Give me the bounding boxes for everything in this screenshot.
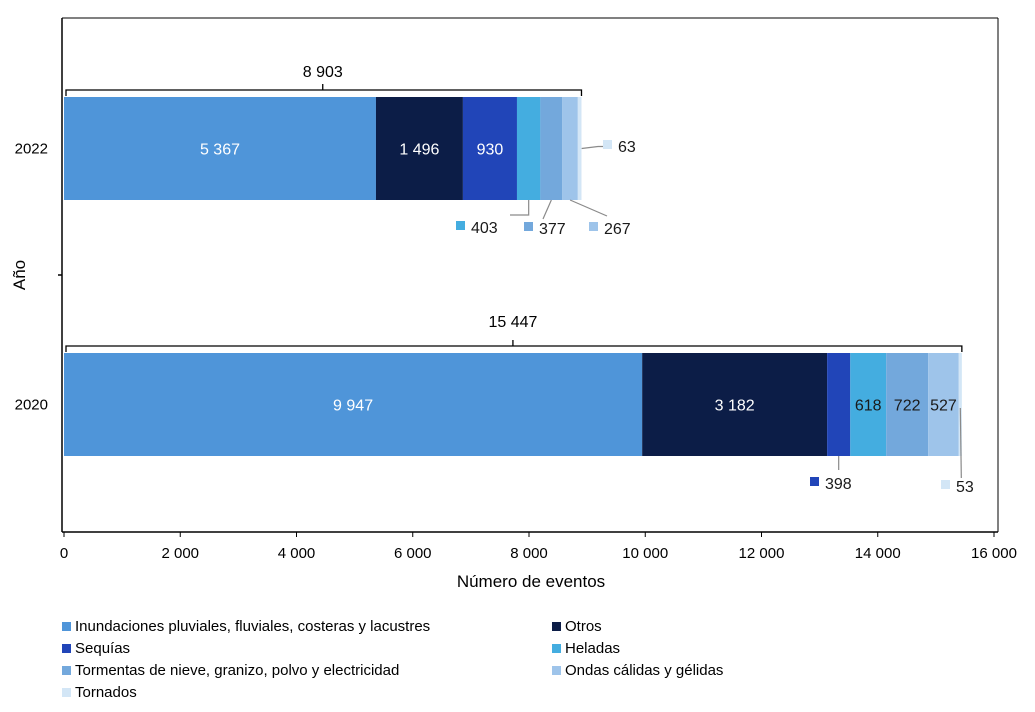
- data-label: 9 947: [333, 398, 373, 415]
- leader-line: [959, 407, 962, 479]
- total-label: 8 903: [303, 64, 343, 81]
- legend-item: Tormentas de nieve, granizo, polvo y ele…: [62, 662, 399, 679]
- bar-segment: [577, 97, 582, 200]
- legend-swatch: [62, 666, 71, 675]
- x-tick-label: 12 000: [739, 545, 785, 562]
- bar-segment: [642, 353, 828, 456]
- legend-label: Sequías: [75, 640, 131, 657]
- x-tick-label: 8 000: [510, 545, 548, 562]
- legend-item: Ondas cálidas y gélidas: [552, 662, 723, 679]
- x-axis-title: Número de eventos: [457, 572, 605, 591]
- data-label: 398: [825, 476, 852, 493]
- x-tick-label: 16 000: [971, 545, 1017, 562]
- legend: Inundaciones pluviales, fluviales, coste…: [62, 618, 1022, 708]
- legend-item: Heladas: [552, 640, 620, 657]
- labels-layer: 5 367 1 496 930 403 377 267 63 8 903 9 947 3 182 3…: [65, 64, 974, 496]
- x-tick-label: 2 000: [161, 545, 199, 562]
- leader-line: [581, 145, 606, 150]
- leader-line: [510, 200, 530, 216]
- data-label: 5 367: [200, 142, 240, 159]
- data-label: 403: [471, 220, 498, 237]
- legend-label: Tornados: [75, 684, 137, 701]
- legend-swatch: [552, 622, 561, 631]
- legend-label: Otros: [565, 618, 602, 635]
- legend-key-marker: [589, 222, 598, 231]
- bar-segment: [928, 353, 959, 456]
- legend-item: Inundaciones pluviales, fluviales, coste…: [62, 618, 430, 635]
- legend-key-marker: [941, 480, 950, 489]
- bar-segment: [827, 353, 851, 456]
- y-axis-title: Año: [10, 260, 29, 290]
- legend-key-marker: [603, 140, 612, 149]
- legend-item: Sequías: [62, 640, 130, 657]
- x-tick-label: 0: [60, 545, 68, 562]
- legend-key-marker: [810, 477, 819, 486]
- bars-layer: [64, 97, 962, 456]
- legend-key-marker: [456, 221, 465, 230]
- bar-segment: [562, 97, 578, 200]
- bar-segment: [850, 353, 887, 456]
- leader-line: [542, 199, 552, 220]
- data-label: 527: [930, 398, 957, 415]
- data-label: 930: [477, 142, 504, 159]
- y-tick-label: 2020: [15, 397, 48, 414]
- x-tick-label: 6 000: [394, 545, 432, 562]
- leader-line: [569, 199, 608, 217]
- data-label: 377: [539, 221, 566, 238]
- total-label: 15 447: [488, 314, 537, 331]
- legend-swatch: [62, 644, 71, 653]
- bar-segment: [540, 97, 563, 200]
- legend-label: Inundaciones pluviales, fluviales, coste…: [75, 618, 431, 635]
- bar-segment: [64, 97, 376, 200]
- legend-swatch: [62, 688, 71, 697]
- bar-segment: [958, 353, 962, 456]
- data-label: 53: [956, 479, 974, 496]
- axes-layer: Número de eventos Año 0 2 000 4 000 6 000 8 …: [10, 17, 1017, 591]
- bar-segment: [516, 97, 541, 200]
- legend-swatch: [62, 622, 71, 631]
- x-tick-label: 4 000: [278, 545, 316, 562]
- data-label: 1 496: [399, 142, 439, 159]
- legend-label: Tormentas de nieve, granizo, polvo y ele…: [75, 662, 400, 679]
- legend-label: Heladas: [565, 640, 621, 657]
- bar-segment: [64, 353, 643, 456]
- legend-item: Tornados: [62, 684, 137, 701]
- bar-segment: [462, 97, 517, 200]
- x-tick-label: 10 000: [622, 545, 668, 562]
- total-bracket: [65, 340, 963, 352]
- bar-segment: [375, 97, 463, 200]
- legend-key-marker: [524, 222, 533, 231]
- legend-item: Otros: [552, 618, 602, 635]
- data-label: 267: [604, 221, 631, 238]
- legend-swatch: [552, 644, 561, 653]
- data-label: 3 182: [715, 398, 755, 415]
- total-bracket: [65, 84, 583, 96]
- x-tick-label: 14 000: [855, 545, 901, 562]
- y-tick-label: 2022: [15, 141, 48, 158]
- bar-segment: [886, 353, 929, 456]
- data-label: 63: [618, 139, 636, 156]
- legend-label: Ondas cálidas y gélidas: [565, 662, 724, 679]
- legend-swatch: [552, 666, 561, 675]
- data-label: 618: [855, 398, 882, 415]
- data-label: 722: [894, 398, 921, 415]
